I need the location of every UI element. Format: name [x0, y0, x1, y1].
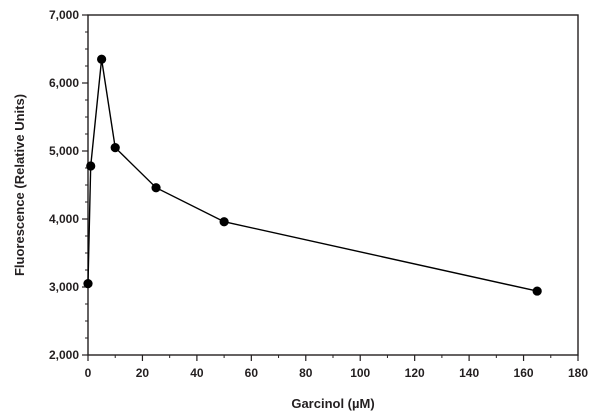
x-tick-label: 160: [514, 366, 534, 380]
y-tick-label: 6,000: [49, 76, 79, 90]
data-point: [219, 217, 229, 227]
x-tick-label: 40: [190, 366, 204, 380]
x-tick-label: 80: [299, 366, 313, 380]
series-line: [87, 59, 538, 292]
x-axis-ticks: 0 20 40 60 80 100 120 140 160 180: [85, 355, 588, 380]
plot-frame: [87, 14, 579, 356]
y-axis-title: Fluorescence (Relative Units): [12, 94, 27, 276]
y-tick-label: 7,000: [49, 8, 79, 22]
y-axis-ticks: 2,000 3,000 4,000 5,000 6,000 7,000: [49, 8, 88, 362]
x-tick-label: 20: [136, 366, 150, 380]
x-tick-label: 140: [459, 366, 479, 380]
data-point: [532, 286, 542, 296]
y-tick-label: 3,000: [49, 280, 79, 294]
data-point: [97, 54, 107, 64]
x-tick-label: 60: [245, 366, 259, 380]
x-tick-label: 100: [350, 366, 370, 380]
x-tick-label: 120: [405, 366, 425, 380]
data-point: [151, 183, 161, 193]
x-tick-label: 180: [568, 366, 588, 380]
series-layer: [83, 54, 542, 296]
y-tick-label: 5,000: [49, 144, 79, 158]
data-point: [86, 161, 96, 171]
data-point: [83, 279, 93, 289]
y-tick-label: 4,000: [49, 212, 79, 226]
x-tick-label: 0: [85, 366, 92, 380]
data-point: [110, 143, 120, 153]
y-tick-label: 2,000: [49, 348, 79, 362]
plot-border: [87, 14, 579, 356]
x-axis-title: Garcinol (µM): [291, 396, 374, 411]
